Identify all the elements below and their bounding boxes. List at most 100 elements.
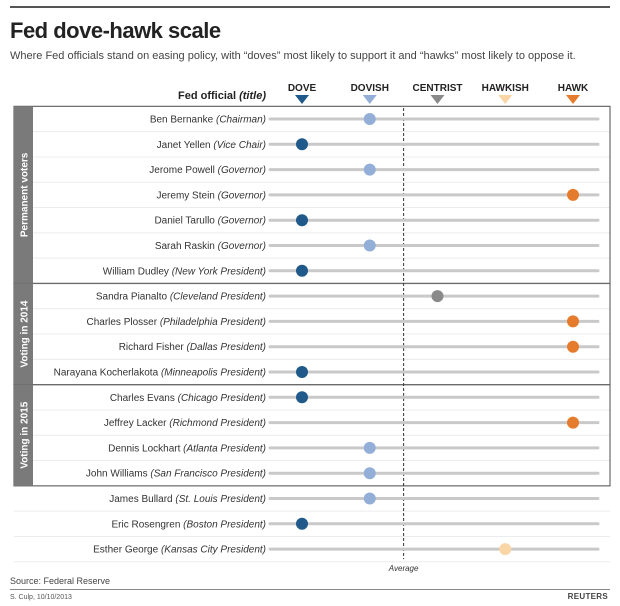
official-title: (Governor)	[218, 190, 266, 201]
official-name: Richard Fisher	[119, 342, 187, 353]
official-name: Charles Evans	[110, 393, 178, 404]
official-title: (Boston President)	[183, 519, 266, 530]
position-dot-dove	[296, 391, 308, 404]
official-title: (Vice Chair)	[213, 140, 266, 151]
scale-marker-dovish	[362, 95, 377, 104]
official-name: Jeffrey Lacker	[104, 418, 169, 429]
official-title: (Atlanta President)	[183, 443, 266, 454]
column-header-label: Fed official	[178, 90, 239, 102]
official-name: Jeremy Stein	[157, 190, 218, 201]
scale-label-dovish: DOVISH	[351, 83, 389, 94]
group-label-bar-2	[14, 384, 33, 486]
position-dot-dove	[296, 366, 308, 378]
official-label: Ben Bernanke (Chairman)	[150, 115, 266, 126]
official-title: (Kansas City President)	[161, 545, 266, 556]
official-name: Daniel Tarullo	[154, 216, 217, 227]
position-dot-hawk	[567, 416, 579, 429]
official-label: James Bullard (St. Louis President)	[109, 494, 266, 505]
official-label: Sandra Pianalto (Cleveland President)	[96, 292, 266, 303]
official-label: Dennis Lockhart (Atlanta President)	[108, 443, 266, 454]
bottom-rule	[10, 589, 610, 590]
position-dot-dovish	[363, 163, 376, 176]
position-dot-hawk	[567, 188, 579, 201]
position-dot-dovish	[363, 113, 376, 125]
official-name: John Williams	[86, 469, 150, 480]
scale-label-hawkish: HAWKISH	[482, 83, 529, 94]
official-title: (Governor)	[218, 216, 266, 227]
group-label-bar-1	[14, 283, 33, 385]
official-name: Charles Plosser	[86, 317, 159, 328]
official-title: (Chairman)	[216, 115, 266, 126]
official-name: Narayana Kocherlakota	[54, 368, 161, 379]
position-dot-dove	[296, 214, 308, 227]
official-name: James Bullard	[109, 494, 175, 505]
position-dot-hawk	[567, 340, 579, 353]
position-dot-dovish	[363, 467, 376, 480]
official-label: William Dudley (New York President)	[103, 266, 266, 277]
chart-subtitle: Where Fed officials stand on easing poli…	[10, 50, 576, 62]
official-label: Richard Fisher (Dallas President)	[119, 342, 266, 353]
scale-label-centrist: CENTRIST	[413, 83, 463, 94]
brand-logo: REUTERS	[567, 592, 608, 601]
official-label: Janet Yellen (Vice Chair)	[157, 140, 266, 151]
official-label: Daniel Tarullo (Governor)	[154, 216, 266, 227]
official-label: Jeremy Stein (Governor)	[157, 190, 267, 201]
position-dot-centrist	[431, 290, 444, 303]
official-title: (Governor)	[218, 241, 266, 252]
official-name: Eric Rosengren	[111, 519, 183, 530]
credit-note: S. Culp, 10/10/2013	[10, 594, 72, 601]
scale-label-hawk: HAWK	[558, 83, 589, 94]
position-dot-hawkish	[499, 543, 512, 556]
position-dot-dove	[296, 517, 308, 530]
official-name: Jerome Powell	[149, 165, 217, 176]
column-header-note: (title)	[239, 90, 266, 102]
scale-marker-dove	[295, 95, 309, 104]
official-label: Charles Plosser (Philadelphia President)	[86, 317, 266, 328]
official-label: John Williams (San Francisco President)	[86, 469, 266, 480]
official-title: (Dallas President)	[187, 342, 266, 353]
scale-marker-centrist	[430, 95, 445, 104]
position-dot-dove	[296, 264, 308, 277]
official-name: Janet Yellen	[157, 140, 214, 151]
official-title: (San Francisco President)	[150, 469, 266, 480]
group-label-2: Voting in 2015	[20, 401, 31, 468]
official-name: Ben Bernanke	[150, 115, 216, 126]
position-dot-dove	[296, 138, 308, 151]
official-label: Jeffrey Lacker (Richmond President)	[104, 418, 266, 429]
group-label-bar-0	[14, 106, 33, 284]
official-label: Charles Evans (Chicago President)	[110, 393, 266, 404]
position-dot-dovish	[363, 441, 376, 454]
official-title: (Philadelphia President)	[160, 317, 266, 328]
group-label-0: Permanent voters	[20, 152, 31, 237]
chart-title: Fed dove-hawk scale	[10, 18, 221, 43]
position-dot-dovish	[363, 492, 376, 505]
official-title: (Richmond President)	[169, 418, 266, 429]
official-title: (New York President)	[172, 266, 266, 277]
official-name: Dennis Lockhart	[108, 443, 183, 454]
official-title: (Cleveland President)	[170, 292, 266, 303]
average-label: Average	[388, 564, 419, 573]
official-label: Sarah Raskin (Governor)	[155, 241, 266, 252]
top-rule	[10, 6, 610, 8]
official-label: Narayana Kocherlakota (Minneapolis Presi…	[54, 368, 266, 379]
official-name: Sarah Raskin	[155, 241, 218, 252]
official-label: Jerome Powell (Governor)	[149, 165, 266, 176]
scale-marker-hawkish	[498, 95, 513, 104]
position-dot-dovish	[363, 239, 376, 252]
official-title: (Minneapolis President)	[161, 368, 266, 379]
official-label: Eric Rosengren (Boston President)	[111, 519, 266, 530]
position-dot-hawk	[567, 315, 579, 328]
official-label: Esther George (Kansas City President)	[93, 545, 266, 556]
column-header: Fed official (title)	[178, 90, 266, 102]
scale-label-dove: DOVE	[288, 83, 317, 94]
source-note: Source: Federal Reserve	[10, 576, 111, 586]
official-name: William Dudley	[103, 266, 172, 277]
scale-marker-hawk	[566, 95, 580, 104]
official-title: (Governor)	[218, 165, 266, 176]
official-title: (St. Louis President)	[175, 494, 266, 505]
official-name: Esther George	[93, 545, 161, 556]
official-name: Sandra Pianalto	[96, 292, 170, 303]
group-label-1: Voting in 2014	[20, 300, 31, 367]
official-title: (Chicago President)	[178, 393, 266, 404]
